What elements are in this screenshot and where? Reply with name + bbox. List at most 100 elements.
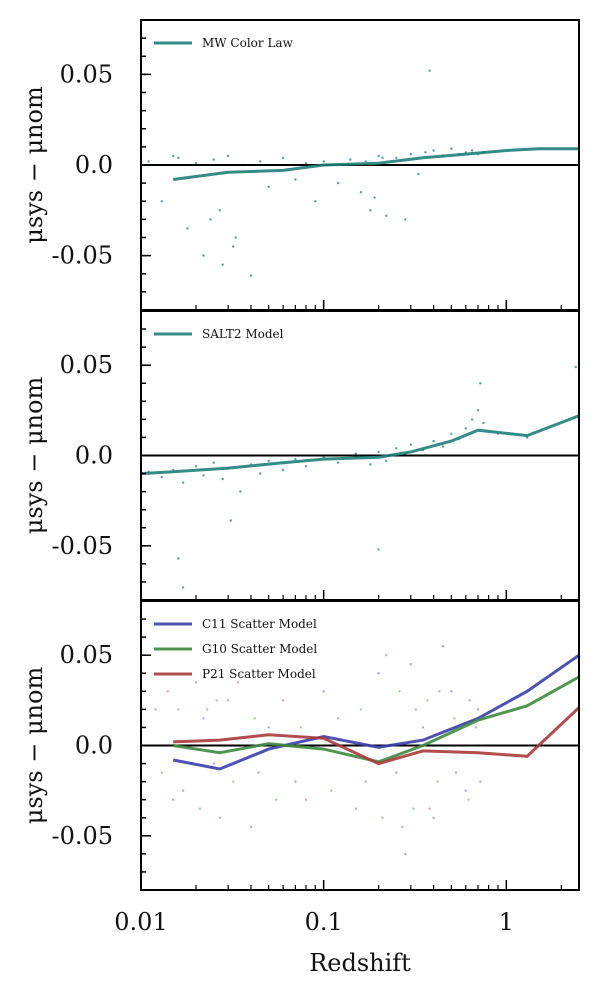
legend-label-bottom-0: C11 Scatter Model xyxy=(202,617,317,631)
data-point-bottom-1-17 xyxy=(474,726,477,729)
x-tick-label-2: 1 xyxy=(499,908,514,936)
y-tick-label-bottom-0: 0.05 xyxy=(60,641,113,669)
data-point-middle-0-24 xyxy=(409,443,412,446)
data-point-top-0-5 xyxy=(202,254,205,257)
data-point-middle-0-9 xyxy=(239,490,242,493)
data-point-bottom-0-1 xyxy=(172,798,175,801)
data-point-bottom-0-10 xyxy=(377,672,380,675)
data-point-middle-0-12 xyxy=(267,459,270,463)
legend-label-bottom-1: G10 Scatter Model xyxy=(202,642,317,656)
data-point-bottom-2-5 xyxy=(257,771,260,774)
data-point-top-0-0 xyxy=(147,160,150,163)
data-point-top-0-27 xyxy=(409,152,412,156)
data-point-top-0-39 xyxy=(232,245,235,248)
y-tick-label-top-2: -0.05 xyxy=(51,242,113,270)
data-point-bottom-1-4 xyxy=(232,780,235,783)
data-point-top-0-11 xyxy=(249,274,253,277)
data-point-middle-0-21 xyxy=(385,459,388,463)
data-point-top-0-15 xyxy=(294,178,297,181)
data-point-top-0-13 xyxy=(267,185,270,188)
data-point-top-0-12 xyxy=(259,160,262,163)
data-point-bottom-1-16 xyxy=(467,798,470,801)
data-point-bottom-2-6 xyxy=(281,699,285,702)
data-point-bottom-2-12 xyxy=(414,708,418,711)
data-point-bottom-2-11 xyxy=(401,825,404,828)
data-point-middle-0-7 xyxy=(221,477,224,481)
data-point-middle-0-34 xyxy=(482,421,485,425)
data-point-top-0-40 xyxy=(172,154,175,158)
data-point-bottom-0-12 xyxy=(409,663,412,666)
data-point-top-0-30 xyxy=(432,149,435,152)
data-point-bottom-2-3 xyxy=(218,816,221,819)
data-point-top-0-14 xyxy=(281,156,285,159)
data-point-top-0-20 xyxy=(349,158,352,161)
data-point-top-0-41 xyxy=(209,218,212,221)
legend-label-top-0: MW Color Law xyxy=(202,36,294,50)
data-point-bottom-2-10 xyxy=(385,654,388,657)
data-point-top-0-6 xyxy=(212,158,215,161)
data-point-bottom-0-13 xyxy=(421,726,425,729)
data-point-bottom-1-1 xyxy=(177,708,180,711)
data-point-bottom-1-5 xyxy=(253,717,256,720)
y-tick-label-top-1: 0.0 xyxy=(75,151,113,179)
data-point-top-0-28 xyxy=(417,172,420,176)
data-point-top-0-21 xyxy=(359,191,363,194)
data-point-bottom-0-19 xyxy=(404,852,407,856)
data-point-bottom-0-8 xyxy=(322,690,325,693)
data-point-bottom-2-13 xyxy=(428,807,431,810)
data-point-top-0-26 xyxy=(404,218,407,221)
data-point-top-0-19 xyxy=(336,181,340,185)
data-point-middle-0-37 xyxy=(574,365,577,369)
plot-area-top xyxy=(141,69,579,277)
y-tick-label-middle-2: -0.05 xyxy=(51,532,113,560)
data-point-middle-0-6 xyxy=(212,461,215,464)
y-axis-label-bottom: μsys − μnom xyxy=(20,667,48,825)
y-tick-label-middle-1: 0.0 xyxy=(75,442,113,470)
data-point-middle-0-32 xyxy=(476,409,480,412)
data-point-middle-0-5 xyxy=(202,474,205,477)
data-point-bottom-1-2 xyxy=(198,807,202,810)
data-point-middle-0-4 xyxy=(194,465,198,468)
data-point-top-0-1 xyxy=(160,200,163,203)
data-point-middle-0-33 xyxy=(479,382,482,385)
series-line-bottom-2 xyxy=(173,706,579,766)
data-point-middle-0-39 xyxy=(181,586,185,589)
series-line-top-0 xyxy=(173,147,579,181)
data-point-top-0-4 xyxy=(194,162,198,165)
data-point-bottom-0-3 xyxy=(212,762,215,765)
data-point-bottom-1-9 xyxy=(359,708,363,711)
data-point-top-0-44 xyxy=(364,160,367,163)
data-point-bottom-1-11 xyxy=(398,690,401,693)
data-point-bottom-0-7 xyxy=(294,780,297,783)
data-point-bottom-0-18 xyxy=(202,717,205,720)
data-point-top-0-35 xyxy=(470,149,474,152)
data-point-top-0-32 xyxy=(450,147,453,150)
data-point-bottom-1-8 xyxy=(330,789,333,792)
data-point-bottom-2-15 xyxy=(454,771,458,774)
data-point-bottom-0-20 xyxy=(441,645,445,648)
data-point-bottom-0-9 xyxy=(354,807,357,810)
data-point-top-0-23 xyxy=(377,154,380,158)
data-point-bottom-0-6 xyxy=(267,726,270,729)
series-line-bottom-0 xyxy=(172,653,579,771)
data-point-bottom-1-13 xyxy=(426,699,429,702)
y-tick-label-bottom-1: 0.0 xyxy=(75,732,113,760)
data-point-bottom-2-16 xyxy=(468,699,471,702)
data-point-middle-0-40 xyxy=(377,548,380,551)
data-point-middle-0-15 xyxy=(304,465,308,468)
data-point-middle-0-22 xyxy=(395,447,398,450)
data-point-top-0-29 xyxy=(424,151,427,154)
data-point-bottom-2-2 xyxy=(205,708,209,711)
data-point-top-0-22 xyxy=(369,209,372,212)
data-point-middle-0-41 xyxy=(229,519,232,522)
data-point-bottom-1-3 xyxy=(215,699,218,702)
data-point-top-0-7 xyxy=(218,209,221,212)
y-tick-label-bottom-2: -0.05 xyxy=(51,822,113,850)
plot-area-middle xyxy=(141,365,579,589)
data-point-middle-0-19 xyxy=(369,463,372,466)
legend-label-middle-0: SALT2 Model xyxy=(202,327,284,341)
data-point-top-0-3 xyxy=(186,227,189,230)
